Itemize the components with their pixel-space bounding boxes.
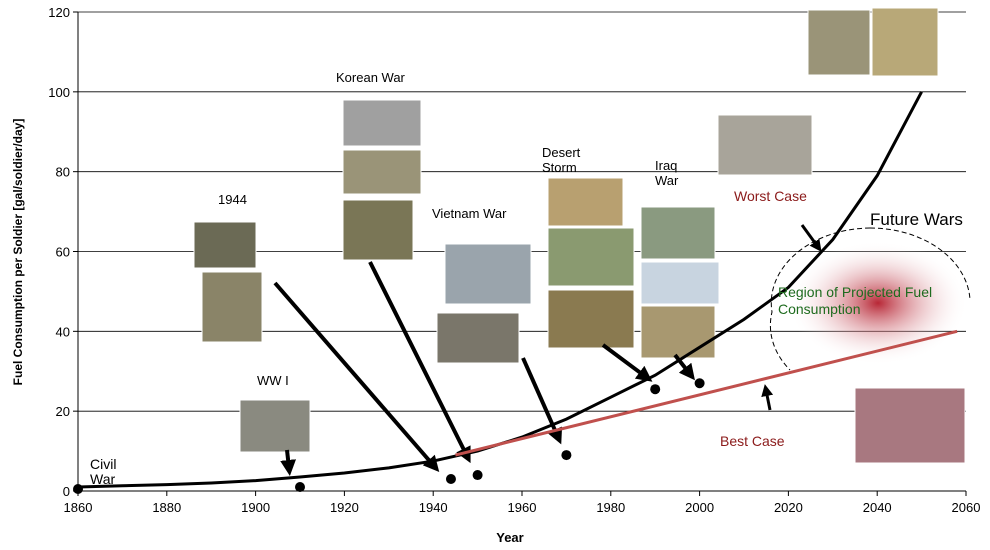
point xyxy=(650,384,661,395)
y-tick-label: 40 xyxy=(56,324,70,339)
line xyxy=(455,329,958,457)
y-tick-label: 100 xyxy=(48,85,70,100)
region-outline xyxy=(769,227,871,371)
x-tick-label: 1920 xyxy=(330,500,359,515)
x-tick-label: 2000 xyxy=(685,500,714,515)
x-axis-title: Year xyxy=(496,530,523,545)
annotation: Iraq War xyxy=(655,158,679,188)
annotation: Region of Projected Fuel Consumption xyxy=(778,284,933,317)
point xyxy=(445,474,456,485)
annotation: Best Case xyxy=(720,433,785,449)
annotation: Worst Case xyxy=(734,188,807,204)
annotation: Future Wars xyxy=(870,210,963,229)
x-tick-label: 1980 xyxy=(596,500,625,515)
x-tick-label: 1940 xyxy=(419,500,448,515)
annotation: Vietnam War xyxy=(432,206,507,221)
photos xyxy=(193,7,966,464)
region-outline xyxy=(869,227,971,301)
x-tick-label: 1880 xyxy=(152,500,181,515)
annotation: WW I xyxy=(257,373,289,388)
annotation: Desert Storm xyxy=(542,145,581,175)
annotation: 1944 xyxy=(218,192,247,207)
point xyxy=(561,450,572,461)
x-tick-label: 1900 xyxy=(241,500,270,515)
x-tick-label: 2020 xyxy=(774,500,803,515)
y-tick-label: 60 xyxy=(56,245,70,260)
point xyxy=(295,482,305,493)
x-tick-label: 2060 xyxy=(952,500,981,515)
y-axis-title: Fuel Consumption per Soldier [gal/soldie… xyxy=(11,119,25,386)
y-tick-label: 20 xyxy=(56,404,70,419)
x-tick-label: 1860 xyxy=(64,500,93,515)
x-tick-label: 1960 xyxy=(508,500,537,515)
x-tick-label: 2040 xyxy=(863,500,892,515)
point xyxy=(73,484,83,495)
point xyxy=(694,378,705,389)
y-tick-label: 120 xyxy=(48,5,70,20)
y-tick-label: 0 xyxy=(63,484,70,499)
projection-region xyxy=(788,241,968,365)
y-tick-label: 80 xyxy=(56,165,70,180)
annotation: Korean War xyxy=(336,70,405,85)
annotation: Civil War xyxy=(90,456,117,487)
point xyxy=(472,470,483,481)
